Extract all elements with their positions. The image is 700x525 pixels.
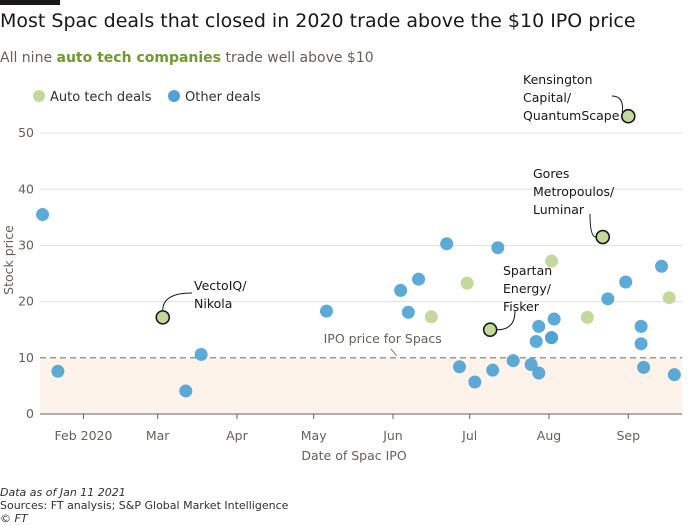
other-deal-point	[486, 363, 500, 377]
annotation-connector	[589, 213, 596, 238]
auto-tech-deal-point	[580, 310, 594, 324]
other-deal-point	[529, 335, 543, 349]
annotation-connector	[497, 310, 516, 331]
data-note: Data as of Jan 11 2021	[0, 486, 126, 499]
other-deal-point	[194, 347, 208, 361]
x-tick-label: Apr	[226, 428, 248, 443]
other-deal-point	[412, 272, 426, 286]
other-deal-point	[667, 368, 681, 382]
subtitle-text-end: trade well above $10	[221, 50, 374, 66]
annotation-label: Capital/	[523, 90, 572, 105]
other-deal-point	[545, 331, 559, 345]
legend-swatch-auto-tech	[33, 90, 45, 102]
other-deal-point	[601, 292, 615, 306]
subtitle-text-start: All nine	[0, 50, 57, 66]
annotation-group: Gores Metropoulos/Luminar	[533, 166, 615, 238]
y-tick-label: 0	[26, 406, 34, 421]
y-tick-label: 20	[18, 294, 34, 309]
other-deal-point	[506, 354, 520, 368]
auto-tech-deal-point-highlighted	[620, 108, 636, 124]
auto-tech-deal-point-highlighted	[595, 229, 611, 245]
y-axis-title: Stock price	[1, 225, 16, 295]
annotation-group: Kensington Capital/QuantumScape	[523, 72, 624, 123]
other-deal-point	[319, 304, 333, 318]
other-deal-point	[532, 319, 546, 333]
y-tick-label: 40	[18, 181, 34, 196]
sources-note: Sources: FT analysis; S&P Global Market …	[0, 499, 289, 512]
other-deal-point	[440, 237, 454, 251]
annotation-label: QuantumScape	[523, 108, 620, 123]
y-tick-label: 10	[18, 350, 34, 365]
annotation-group: Spartan Energy/Fisker	[497, 263, 552, 331]
auto-tech-deal-point-highlighted	[482, 322, 498, 338]
x-tick-label: Feb 2020	[55, 428, 113, 443]
other-deal-point	[401, 305, 415, 319]
annotation-label: Energy/	[503, 281, 552, 296]
auto-tech-deal-point-highlighted	[155, 310, 171, 325]
x-tick-label: Jun	[382, 428, 403, 443]
subtitle-highlight: auto tech companies	[56, 50, 222, 66]
legend-swatch-other	[168, 90, 180, 102]
ipo-price-label: IPO price for Spacs	[324, 331, 442, 346]
x-tick-label: May	[301, 428, 327, 443]
below-ipo-shading	[40, 357, 682, 414]
annotation-connector	[162, 292, 193, 311]
other-deal-point	[452, 360, 466, 374]
auto-tech-deal-point	[545, 254, 559, 268]
scatter-chart: 0 10 20 30 40 50 Feb 2020 Mar Apr May Jun Jul Aug Sep…	[1, 72, 682, 463]
other-deal-point	[655, 259, 669, 273]
annotation-label: Luminar	[533, 202, 585, 217]
other-deal-point	[547, 312, 561, 326]
other-deal-point	[51, 364, 65, 378]
auto-tech-deal-point	[662, 291, 676, 305]
other-deal-point	[524, 358, 538, 372]
other-deal-point	[36, 208, 50, 222]
annotation-label: Spartan	[503, 263, 552, 278]
legend-label-other: Other deals	[185, 90, 261, 105]
x-axis-title: Date of Spac IPO	[301, 448, 406, 463]
auto-tech-deal-point	[460, 276, 474, 290]
annotation-connector	[611, 95, 624, 113]
annotation-label: VectoIQ/	[194, 278, 247, 293]
other-deal-point	[394, 283, 408, 297]
copyright-note: © FT	[0, 512, 28, 525]
annotation-label: Gores	[533, 166, 569, 181]
other-deal-point	[634, 319, 648, 333]
other-deal-point	[637, 360, 651, 374]
annotation-label: Kensington	[523, 72, 593, 87]
annotation-label: Metropoulos/	[533, 184, 615, 199]
other-deal-point	[491, 241, 505, 255]
y-tick-label: 30	[18, 237, 34, 252]
other-deal-point	[532, 366, 546, 380]
other-deal-point	[619, 275, 633, 289]
x-tick-label: Jul	[461, 428, 477, 443]
legend-label-auto-tech: Auto tech deals	[50, 90, 152, 105]
brand-bar	[0, 0, 60, 5]
annotation-label: Fisker	[503, 299, 540, 314]
other-deal-point	[179, 384, 193, 398]
annotation-label: Nikola	[194, 296, 232, 311]
ipo-price-pointer	[390, 348, 398, 357]
x-tick-label: Sep	[617, 428, 641, 443]
x-tick-label: Aug	[537, 428, 561, 443]
auto-tech-deal-point	[424, 310, 438, 324]
chart-title: Most Spac deals that closed in 2020 trad…	[0, 10, 636, 32]
x-tick-label: Mar	[146, 428, 170, 443]
other-deal-point	[468, 375, 482, 389]
annotation-group: VectoIQ/Nikola	[162, 278, 247, 311]
other-deal-point	[634, 337, 648, 351]
chart-subtitle: All nine auto tech companies trade well …	[0, 50, 374, 66]
y-tick-label: 50	[18, 125, 34, 140]
